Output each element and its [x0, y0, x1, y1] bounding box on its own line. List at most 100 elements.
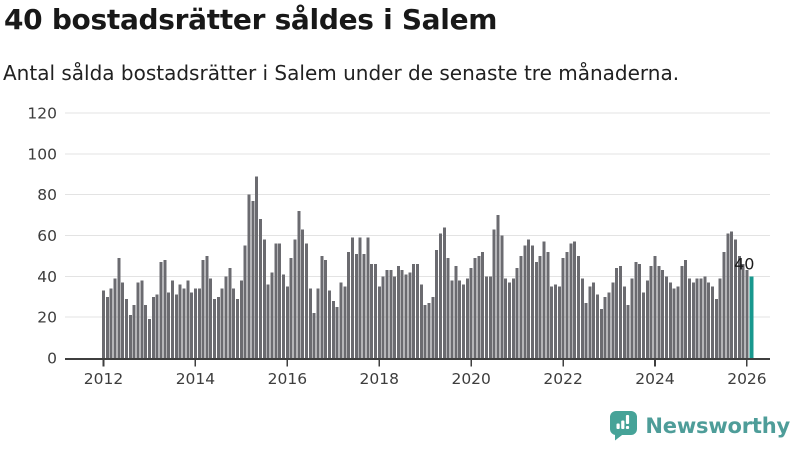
bar [404, 274, 408, 358]
bar [718, 278, 722, 359]
bar [205, 255, 209, 358]
x-tick-label: 2024 [635, 370, 674, 388]
bar [419, 284, 423, 358]
x-tick-label: 2018 [360, 370, 399, 388]
bar [105, 296, 109, 358]
bar [377, 286, 381, 358]
bar [458, 280, 462, 358]
bar [481, 251, 485, 358]
bar [393, 276, 397, 358]
bar [465, 278, 469, 359]
bar [588, 286, 592, 358]
bar [193, 288, 197, 358]
bar [109, 288, 113, 358]
bar [186, 280, 190, 358]
bar [259, 219, 263, 358]
bar [366, 237, 370, 358]
bar [446, 257, 450, 358]
bar [691, 282, 695, 358]
bar [492, 229, 496, 359]
bar [389, 270, 393, 358]
bar [358, 237, 362, 358]
bar [538, 255, 542, 358]
bar [289, 257, 293, 358]
bar [216, 296, 220, 358]
bar [316, 288, 320, 358]
bar [469, 268, 473, 358]
bar [243, 245, 247, 358]
bar [500, 235, 504, 358]
bar [668, 282, 672, 358]
bar [546, 251, 550, 358]
bar [347, 251, 351, 358]
bar [730, 231, 734, 358]
y-tick-label: 20 [37, 309, 57, 327]
bar [136, 282, 140, 358]
bar [236, 298, 240, 358]
bar [699, 278, 703, 359]
bar [649, 266, 653, 359]
bar [557, 286, 561, 358]
bar [151, 296, 155, 358]
bar [308, 288, 312, 358]
bar [385, 270, 389, 358]
x-tick-label: 2014 [176, 370, 215, 388]
bar [278, 243, 282, 358]
bar [527, 239, 531, 358]
bar [450, 280, 454, 358]
bar [576, 255, 580, 358]
x-tick-label: 2012 [84, 370, 123, 388]
bar [626, 304, 630, 358]
bar [128, 315, 132, 359]
bar [412, 264, 416, 358]
bar [396, 266, 400, 359]
bar [737, 255, 741, 358]
bar [661, 270, 665, 358]
bar [435, 249, 439, 358]
bar [488, 276, 492, 358]
bar [266, 284, 270, 358]
newsworthy-logo: Newsworthy [610, 410, 790, 442]
bar [687, 278, 691, 359]
bar-latest [749, 276, 754, 358]
bar [523, 245, 527, 358]
bar [726, 233, 730, 358]
bar [427, 302, 431, 358]
x-tick-label: 2016 [268, 370, 307, 388]
bar [155, 294, 159, 358]
bar [167, 292, 171, 358]
bar [274, 243, 278, 358]
bar [584, 302, 588, 358]
bar [504, 278, 508, 359]
bar [124, 298, 128, 358]
x-tick-label: 2026 [727, 370, 766, 388]
bar [140, 280, 144, 358]
bar [213, 298, 217, 358]
bar [174, 294, 178, 358]
bar [684, 260, 688, 358]
bar [170, 280, 174, 358]
bar [362, 253, 366, 358]
bar [657, 266, 661, 359]
bar [722, 251, 726, 358]
bar [331, 300, 335, 358]
bar [596, 294, 600, 358]
bar [373, 264, 377, 358]
bar [630, 278, 634, 359]
bar [511, 278, 515, 359]
bar [297, 211, 301, 358]
bar [710, 286, 714, 358]
bar [707, 282, 711, 358]
bar [550, 286, 554, 358]
bar [714, 298, 718, 358]
bar [665, 276, 669, 358]
bar [144, 304, 148, 358]
bar [301, 229, 305, 359]
bar [741, 264, 745, 358]
bar [530, 245, 534, 358]
bar [634, 262, 638, 358]
bar [496, 215, 500, 358]
bar [485, 276, 488, 358]
bar [285, 286, 289, 358]
